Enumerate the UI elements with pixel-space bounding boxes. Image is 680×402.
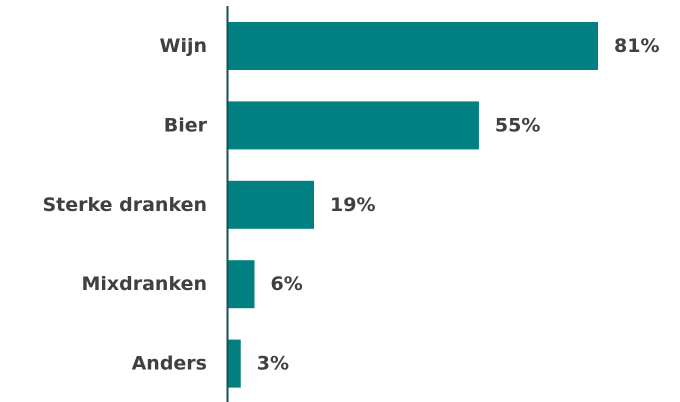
category-labels-group: Wijn Bier Sterke dranken Mixdranken Anders <box>42 35 207 375</box>
bar-wijn <box>227 22 598 70</box>
value-label-anders: 3% <box>257 353 289 375</box>
value-labels-group: 81% 55% 19% 6% 3% <box>257 35 660 375</box>
value-label-sterke-dranken: 19% <box>330 194 375 216</box>
bar-mixdranken <box>227 260 255 309</box>
bar-bier <box>227 101 479 150</box>
category-label-sterke-dranken: Sterke dranken <box>42 194 207 216</box>
bars-group <box>227 22 598 388</box>
value-label-wijn: 81% <box>614 35 659 57</box>
bar-sterke-dranken <box>227 180 315 229</box>
category-label-mixdranken: Mixdranken <box>81 273 207 295</box>
bar-anders <box>227 339 241 388</box>
category-label-anders: Anders <box>132 353 207 375</box>
category-label-wijn: Wijn <box>159 35 207 57</box>
value-label-bier: 55% <box>495 114 540 136</box>
category-label-bier: Bier <box>164 114 208 136</box>
value-label-mixdranken: 6% <box>270 273 302 295</box>
